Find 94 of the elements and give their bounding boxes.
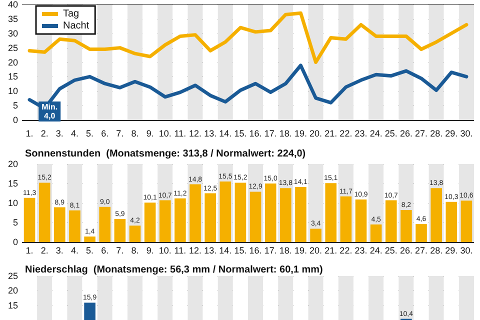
bar [310, 228, 322, 242]
y-tick-label: 0 [12, 237, 18, 247]
x-tick-label: 5. [86, 246, 94, 256]
x-tick-label: 15. [234, 128, 247, 138]
x-tick-label: 19. [294, 246, 307, 256]
x-tick-label: 4. [70, 128, 78, 138]
x-tick-label: 22. [340, 128, 352, 138]
bar [190, 184, 201, 242]
x-tick-label: 16. [249, 128, 262, 138]
x-tick-label: 4. [70, 246, 78, 256]
x-tick-label: 6. [101, 128, 109, 138]
x-tick-label: 5. [86, 128, 94, 138]
bar [370, 224, 382, 242]
x-tick-label: 25. [384, 246, 398, 256]
y-tick-label: 35 [8, 14, 18, 24]
chart-title: Sonnenstunden (Monatsmenge: 313,8 / Normalwert: 224,0) [25, 148, 306, 160]
x-tick-label: 21. [324, 246, 338, 256]
x-tick-label: 11. [174, 246, 186, 256]
y-tick-label: 15 [8, 72, 18, 82]
x-tick-label: 7. [116, 246, 124, 256]
x-tick-label: 29. [445, 128, 458, 138]
x-tick-label: 14. [219, 246, 232, 256]
y-tick-label: 20 [8, 159, 18, 169]
x-tick-label: 19. [294, 128, 307, 138]
x-tick-label: 9. [146, 246, 154, 256]
x-tick-label: 7. [116, 128, 124, 138]
y-tick-label: 25 [8, 42, 18, 53]
y-tick-label: 5 [12, 218, 18, 228]
chart-title: Niederschlag (Monatsmenge: 56,3 mm / Normalwert: 60,1 mm) [25, 264, 323, 276]
x-tick-label: 2. [40, 128, 48, 138]
x-tick-label: 9. [146, 128, 154, 138]
x-tick-label: 26. [400, 246, 412, 256]
bar [416, 224, 427, 242]
y-tick-label: 5 [12, 100, 18, 111]
legend-label: Tag [63, 8, 80, 20]
x-tick-label: 18. [279, 246, 292, 256]
y-tick-label: 15 [8, 178, 18, 188]
bar [69, 210, 80, 242]
x-tick-label: 3. [56, 128, 64, 138]
x-tick-label: 13. [204, 128, 217, 138]
x-tick-label: 17. [264, 246, 277, 256]
x-tick-label: 30. [460, 246, 473, 256]
y-tick-label: 40 [8, 0, 18, 10]
x-tick-label: 20. [310, 246, 322, 256]
x-tick-label: 21. [324, 128, 338, 138]
x-tick-label: 15. [234, 246, 247, 256]
y-tick-label: 20 [8, 57, 18, 68]
x-tick-label: 28. [430, 128, 443, 138]
bar [295, 187, 306, 242]
x-tick-label: 28. [430, 246, 443, 256]
bar [280, 188, 292, 242]
y-tick-label: 30 [8, 28, 18, 38]
x-tick-label: 23. [354, 128, 368, 138]
y-tick-label: 10 [8, 198, 18, 208]
x-tick-label: 8. [131, 128, 139, 138]
x-tick-label: 6. [101, 246, 109, 256]
x-tick-label: 12. [189, 128, 202, 138]
y-tick-label: 20 [8, 286, 18, 296]
bar [204, 193, 216, 242]
x-tick-label: 1. [26, 128, 34, 138]
y-tick-label: 0 [12, 115, 18, 125]
bar [430, 188, 442, 242]
line-series [28, 11, 468, 64]
x-tick-label: 14. [219, 128, 232, 138]
bar [129, 226, 141, 242]
x-tick-label: 13. [204, 246, 217, 256]
x-tick-label: 3. [56, 246, 64, 256]
x-tick-label: 1. [26, 246, 34, 256]
x-tick-label: 16. [249, 246, 262, 256]
x-tick-label: 11. [174, 128, 186, 138]
x-tick-label: 30. [460, 128, 473, 138]
x-tick-label: 10. [158, 128, 172, 138]
x-tick-label: 17. [264, 128, 277, 138]
x-tick-label: 10. [158, 246, 172, 256]
x-tick-label: 25. [384, 128, 398, 138]
x-tick-label: 24. [370, 246, 382, 256]
y-tick-label: 10 [8, 86, 18, 96]
x-tick-label: 20. [310, 128, 322, 138]
x-tick-label: 18. [279, 128, 292, 138]
x-tick-label: 29. [445, 246, 458, 256]
legend-label: Nacht [63, 20, 90, 32]
x-tick-label: 12. [189, 246, 202, 256]
x-tick-label: 22. [340, 246, 352, 256]
bar [400, 210, 412, 242]
y-tick-label: 15 [8, 300, 18, 310]
x-tick-label: 26. [400, 128, 412, 138]
x-tick-label: 24. [370, 128, 382, 138]
x-tick-label: 8. [131, 246, 139, 256]
x-tick-label: 23. [354, 246, 368, 256]
x-tick-label: 27. [415, 128, 428, 138]
x-tick-label: 27. [415, 246, 428, 256]
annotation: Min. 4,0 [42, 102, 58, 120]
y-tick-label: 25 [8, 271, 18, 281]
x-tick-label: 2. [40, 246, 48, 256]
